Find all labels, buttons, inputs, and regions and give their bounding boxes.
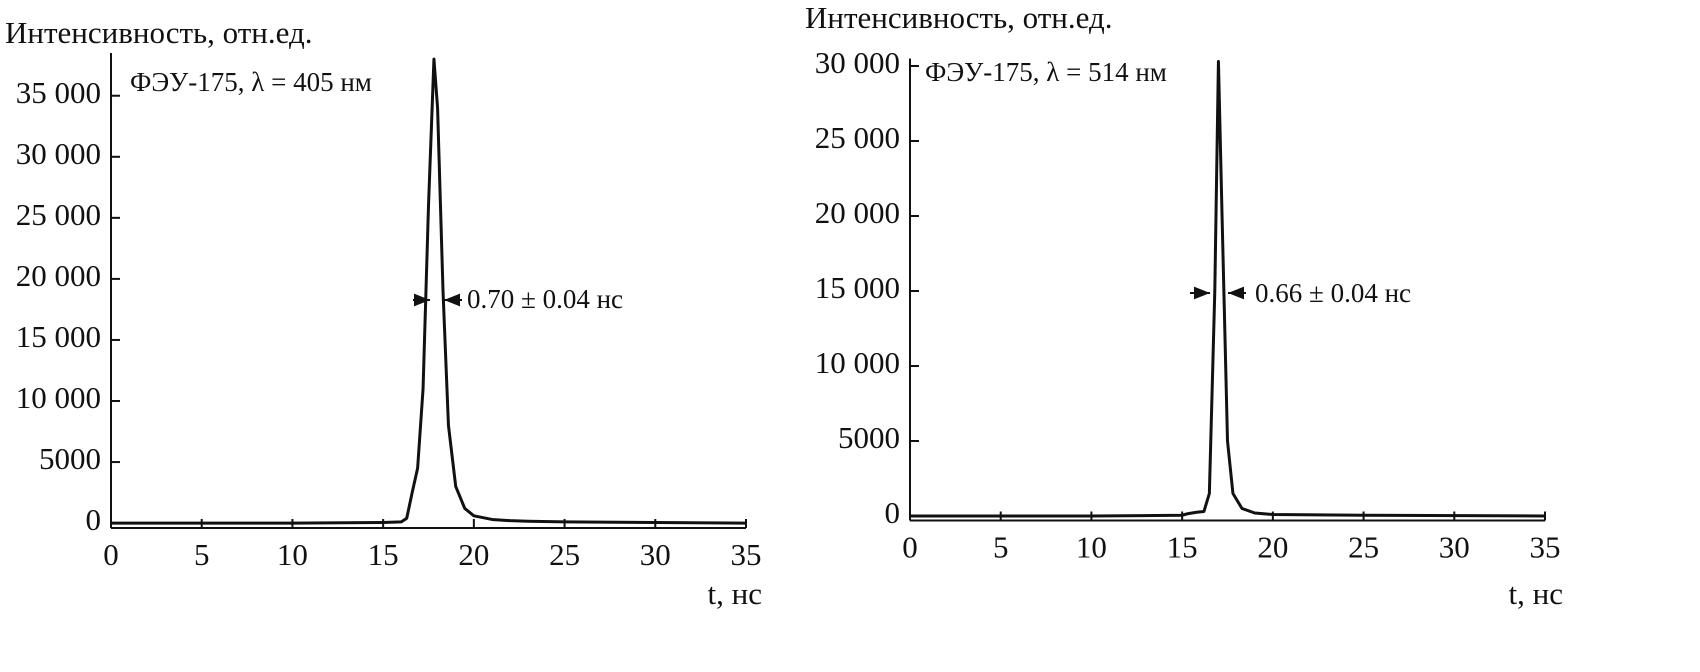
x-tick-label: 30: [640, 537, 671, 572]
x-tick-label: 0: [902, 530, 918, 565]
data-line: [910, 60, 1546, 518]
x-tick-label: 20: [458, 537, 489, 572]
x-tick-label: 25: [549, 537, 580, 572]
y-tick-label: 30 000: [16, 136, 101, 171]
fwhm-label: 0.66 ± 0.04 нс: [1255, 278, 1411, 308]
y-tick-label: 15 000: [815, 270, 900, 305]
y-axis-title: Интенсивность, отн.ед.: [5, 15, 313, 50]
y-tick-label: 35 000: [16, 75, 101, 110]
x-tick-label: 25: [1348, 530, 1379, 565]
y-axis-title: Интенсивность, отн.ед.: [805, 0, 1113, 35]
x-tick-label: 35: [1530, 530, 1561, 565]
x-tick-label: 10: [1076, 530, 1107, 565]
y-tick-label: 0: [885, 495, 901, 530]
y-tick-label: 20 000: [16, 258, 101, 293]
x-tick-label: 30: [1439, 530, 1470, 565]
y-tick-label: 25 000: [815, 120, 900, 155]
y-tick-label: 30 000: [815, 45, 900, 80]
y-tick-label: 10 000: [16, 380, 101, 415]
x-axis-title: t, нс: [1509, 576, 1563, 611]
annotation: ФЭУ-175, λ = 514 нм: [925, 57, 1167, 87]
y-tick-label: 20 000: [815, 195, 900, 230]
x-tick-label: 20: [1257, 530, 1288, 565]
x-tick-label: 5: [993, 530, 1009, 565]
x-tick-label: 5: [194, 537, 210, 572]
annotation: ФЭУ-175, λ = 405 нм: [130, 67, 372, 97]
y-tick-label: 10 000: [815, 345, 900, 380]
x-tick-label: 35: [731, 537, 762, 572]
x-axis-title: t, нс: [708, 576, 762, 611]
x-tick-label: 15: [368, 537, 399, 572]
y-tick-label: 15 000: [16, 319, 101, 354]
x-tick-label: 0: [103, 537, 119, 572]
x-tick-label: 15: [1167, 530, 1198, 565]
fwhm-label: 0.70 ± 0.04 нс: [467, 284, 623, 314]
y-tick-label: 5000: [838, 420, 900, 455]
y-tick-label: 0: [86, 502, 102, 537]
x-tick-label: 10: [277, 537, 308, 572]
y-tick-label: 25 000: [16, 197, 101, 232]
data-line: [111, 57, 747, 525]
y-tick-label: 5000: [39, 441, 101, 476]
